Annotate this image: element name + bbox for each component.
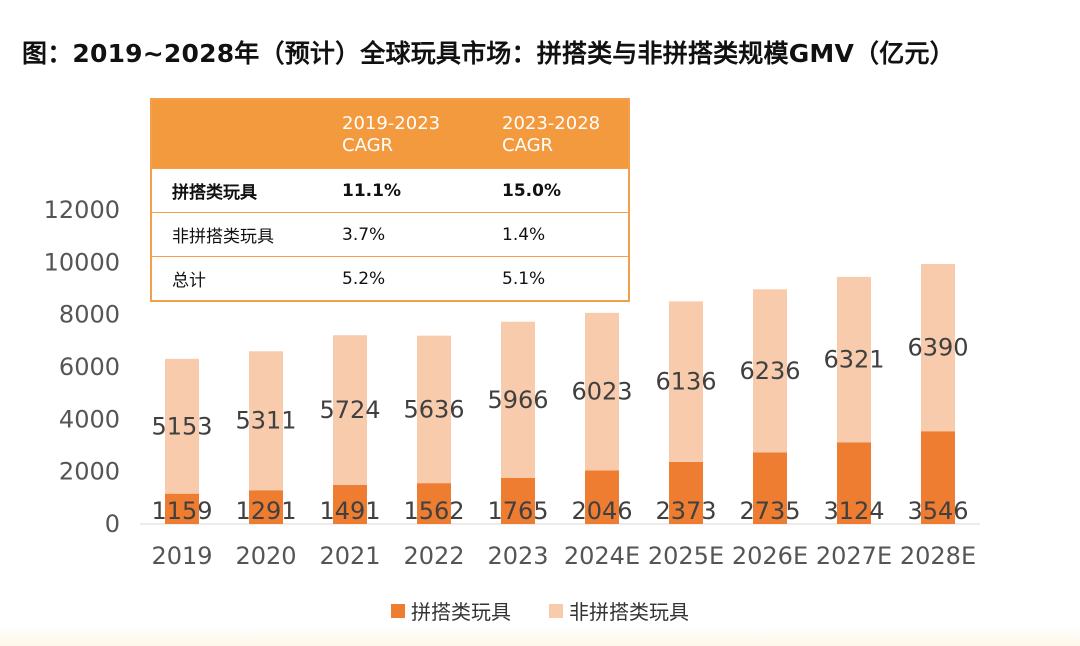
x-tick-label: 2027E: [816, 542, 892, 570]
bar-lego: [753, 452, 787, 524]
data-label-lego: 1291: [235, 497, 296, 525]
cagr-row-label: 总计: [151, 256, 342, 301]
cagr-row-lego: 拼搭类玩具 11.1% 15.0%: [151, 168, 629, 213]
cagr-table: 2019-2023 CAGR 2023-2028 CAGR 拼搭类玩具 11.1% …: [150, 98, 630, 302]
x-tick-label: 2026E: [732, 542, 808, 570]
bar-nonlego: [669, 301, 703, 462]
bar-nonlego: [585, 312, 619, 471]
bar-lego: [921, 431, 955, 524]
bar-nonlego: [417, 335, 451, 484]
data-label-nonlego: 6236: [739, 357, 800, 385]
y-tick-label: 0: [105, 510, 120, 538]
chart-legend: 拼搭类玩具 非拼搭类玩具: [0, 596, 1080, 625]
y-tick-label: 12000: [44, 196, 120, 224]
bar-lego: [501, 477, 535, 524]
cagr-table-header: 2019-2023 CAGR 2023-2028 CAGR: [151, 99, 629, 169]
data-label-lego: 2735: [739, 497, 800, 525]
data-label-nonlego: 5311: [235, 407, 296, 435]
data-label-lego: 1765: [487, 497, 548, 525]
x-tick-label: 2020: [235, 542, 296, 570]
y-tick-label: 6000: [59, 353, 120, 381]
cagr-value-2023-2028: 15.0%: [502, 168, 629, 213]
cagr-value-2019-2023: 3.7%: [342, 212, 502, 257]
data-label-lego: 1562: [403, 497, 464, 525]
bar-nonlego: [921, 264, 955, 432]
cagr-row-label: 非拼搭类玩具: [151, 212, 342, 257]
bar-lego: [165, 493, 199, 524]
data-label-nonlego: 6390: [907, 334, 968, 362]
y-tick-label: 4000: [59, 405, 120, 433]
bar-lego: [417, 483, 451, 524]
x-tick-label: 2028E: [900, 542, 976, 570]
x-tick-label: 2023: [487, 542, 548, 570]
legend-label: 拼搭类玩具: [411, 600, 511, 624]
x-tick-label: 2022: [403, 542, 464, 570]
y-tick-label: 2000: [59, 458, 120, 486]
cagr-row-total: 总计 5.2% 5.1%: [151, 256, 629, 301]
cagr-row-nonlego: 非拼搭类玩具 3.7% 1.4%: [151, 212, 629, 257]
cagr-value-2019-2023: 5.2%: [342, 256, 502, 301]
cagr-header-empty: [151, 99, 342, 169]
bar-lego: [669, 461, 703, 524]
data-label-nonlego: 6321: [823, 346, 884, 374]
cagr-value-2023-2028: 1.4%: [502, 212, 629, 257]
bar-nonlego: [753, 289, 787, 453]
cagr-value-2023-2028: 5.1%: [502, 256, 629, 301]
data-label-lego: 1491: [319, 497, 380, 525]
data-label-nonlego: 5153: [151, 412, 212, 440]
y-tick-label: 8000: [59, 301, 120, 329]
bar-nonlego: [249, 351, 283, 491]
data-label-nonlego: 6023: [571, 378, 632, 406]
legend-label: 非拼搭类玩具: [569, 600, 689, 624]
bar-lego: [333, 484, 367, 524]
data-label-nonlego: 5966: [487, 386, 548, 414]
bar-nonlego: [165, 358, 199, 494]
legend-swatch-nonlego: [549, 603, 563, 618]
cagr-header-2019-2023: 2019-2023 CAGR: [342, 99, 502, 169]
data-label-lego: 3546: [907, 497, 968, 525]
x-tick-label: 2024E: [564, 542, 640, 570]
x-tick-label: 2025E: [648, 542, 724, 570]
x-tick-label: 2021: [319, 542, 380, 570]
bar-lego: [585, 470, 619, 524]
bar-nonlego: [501, 321, 535, 478]
cagr-value-2019-2023: 11.1%: [342, 168, 502, 213]
y-tick-label: 10000: [44, 248, 120, 276]
data-label-nonlego: 5636: [403, 395, 464, 423]
bar-lego: [837, 442, 871, 524]
data-label-lego: 1159: [151, 497, 212, 525]
legend-item-lego: 拼搭类玩具: [391, 596, 511, 625]
legend-item-nonlego: 非拼搭类玩具: [549, 596, 689, 625]
cagr-row-label: 拼搭类玩具: [151, 168, 342, 213]
data-label-nonlego: 6136: [655, 368, 716, 396]
data-label-lego: 2373: [655, 497, 716, 525]
chart-title: 图：2019~2028年（预计）全球玩具市场：拼搭类与非拼搭类规模GMV（亿元）: [22, 39, 955, 68]
cagr-header-2023-2028: 2023-2028 CAGR: [502, 99, 629, 169]
bar-nonlego: [333, 335, 367, 485]
bar-lego: [249, 490, 283, 524]
x-tick-label: 2019: [151, 542, 212, 570]
bottom-fade: [0, 626, 1080, 646]
data-label-lego: 2046: [571, 497, 632, 525]
data-label-lego: 3124: [823, 497, 884, 525]
bar-nonlego: [837, 276, 871, 443]
legend-swatch-lego: [391, 603, 405, 618]
data-label-nonlego: 5724: [319, 396, 380, 424]
